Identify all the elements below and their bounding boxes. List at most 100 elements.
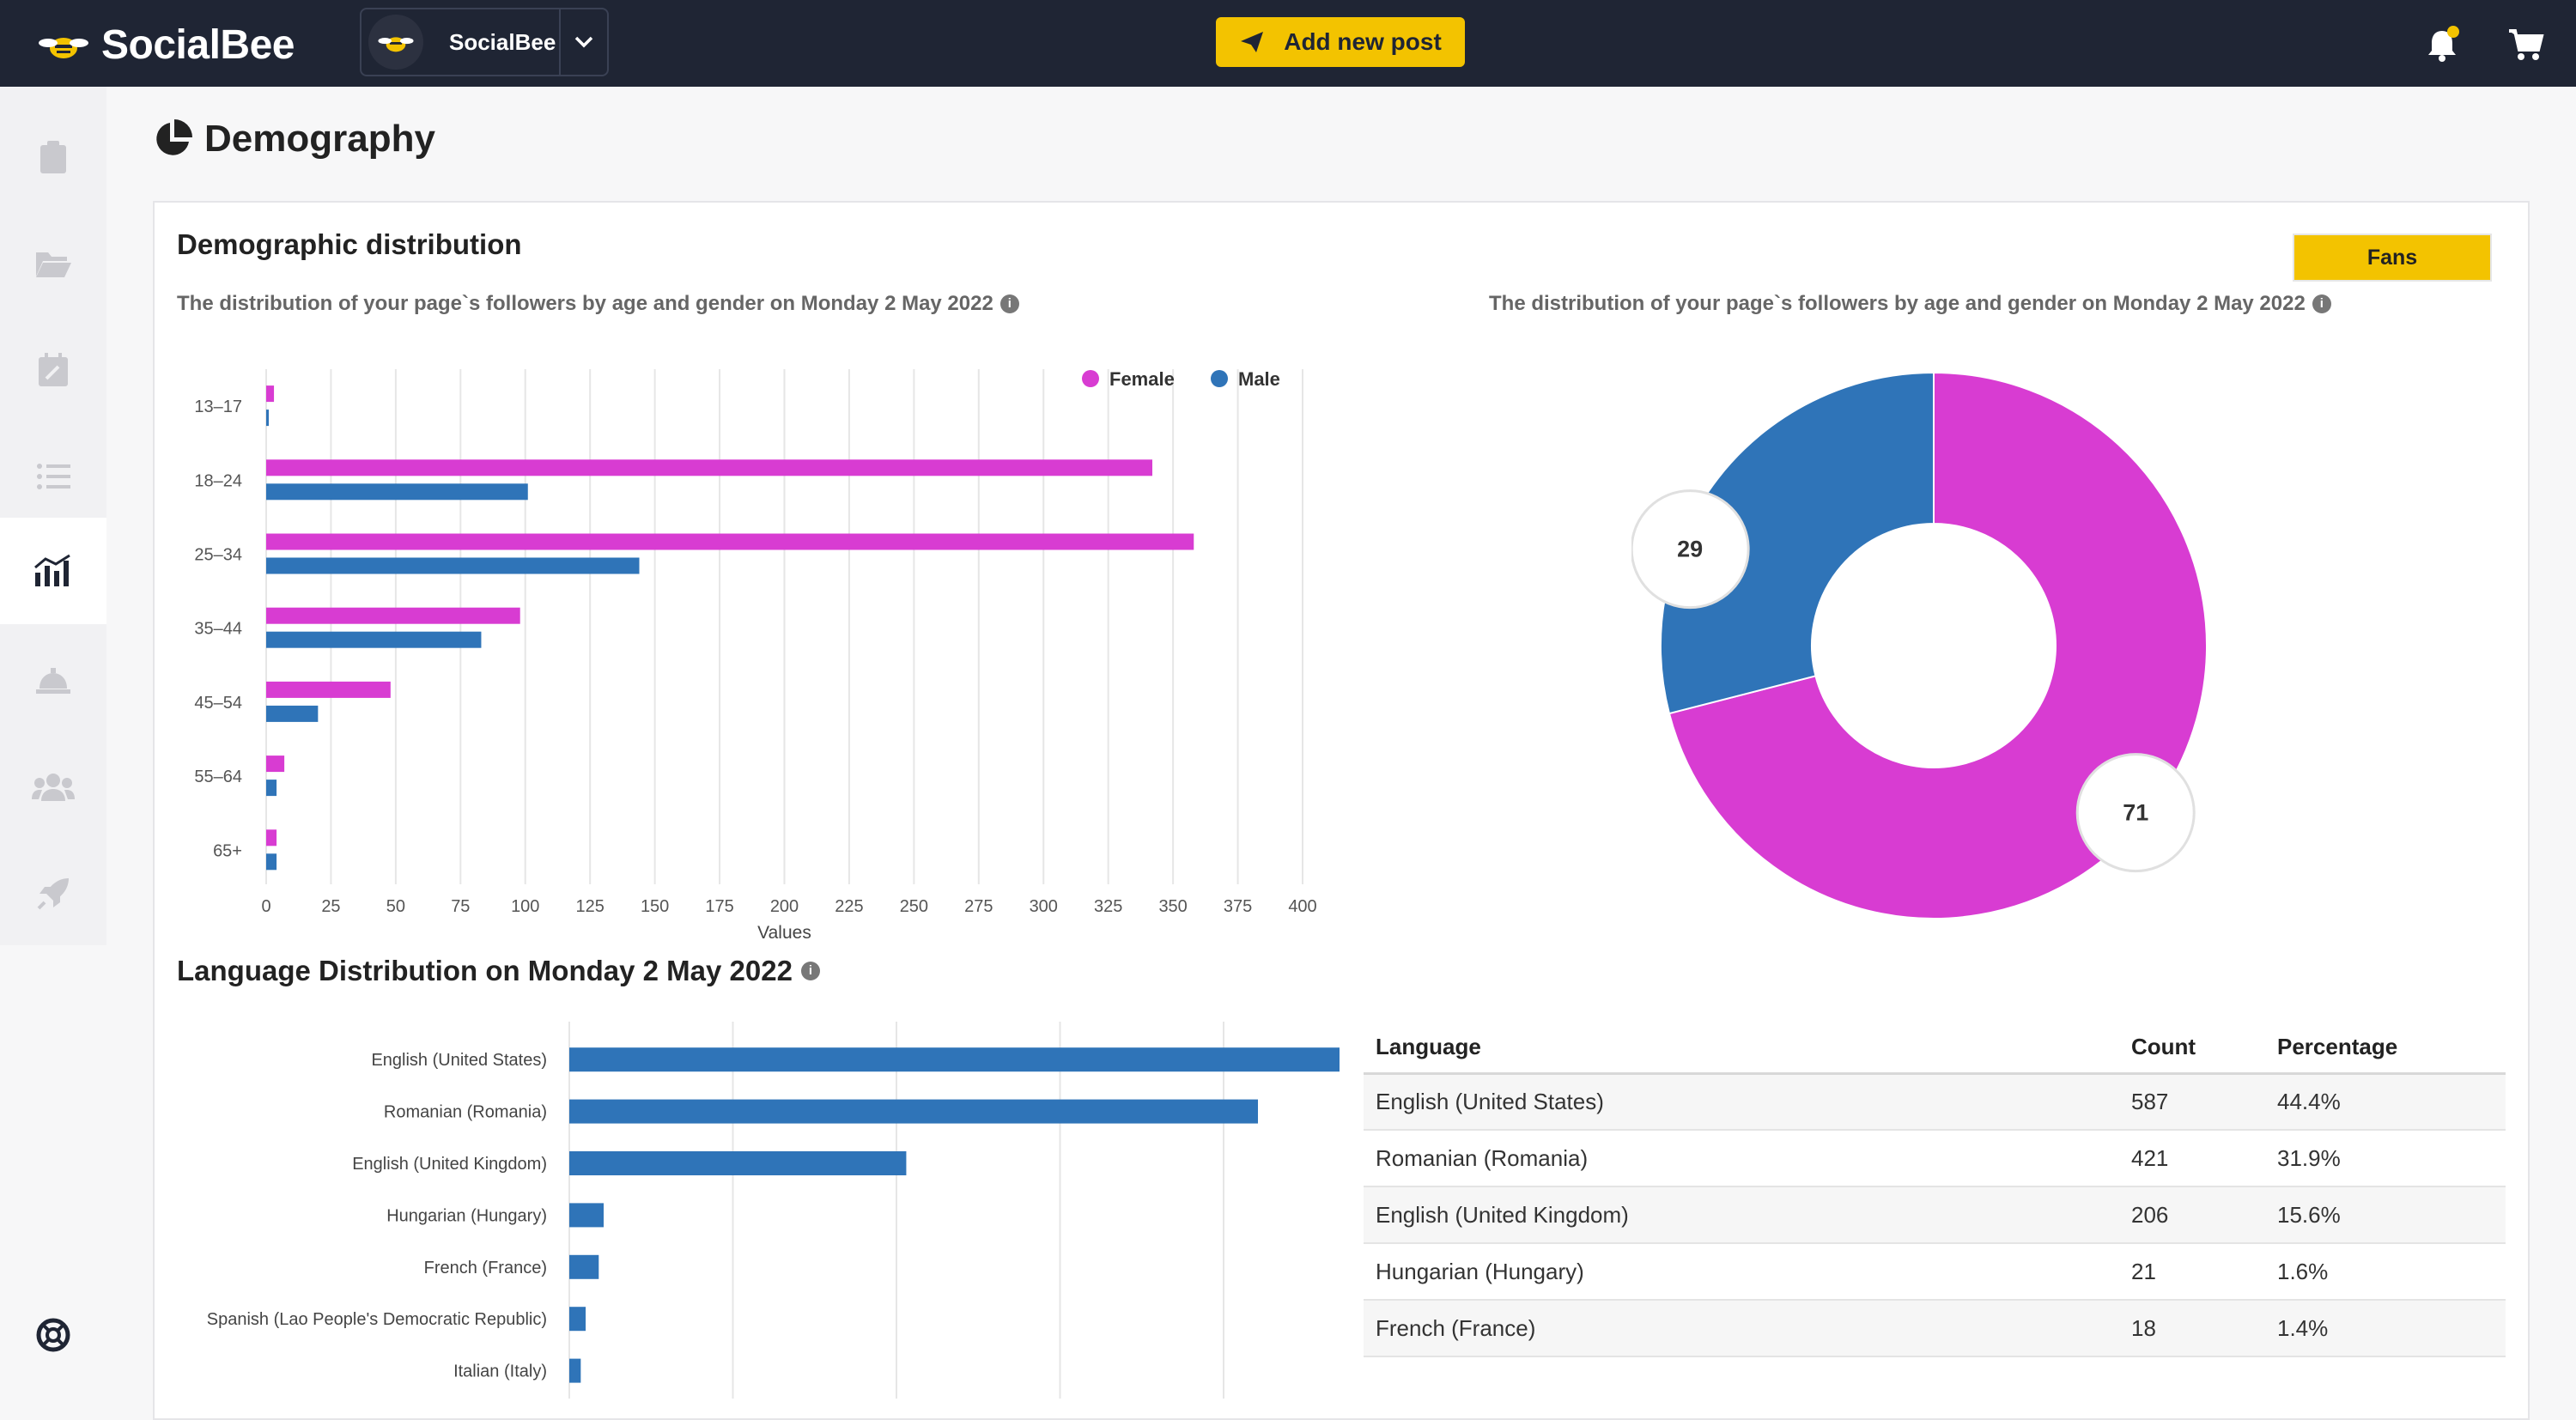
- slice-label-bubble: [2075, 753, 2196, 873]
- sidebar-item-queue[interactable]: [0, 423, 106, 530]
- x-tick-label: 275: [964, 897, 993, 916]
- gender-donut-chart: 71 29: [1631, 371, 2208, 919]
- category-label: Romanian (Romania): [384, 1103, 547, 1122]
- folder-icon: [36, 252, 71, 277]
- gender-subtitle-text: The distribution of your page`s follower…: [1489, 292, 2306, 315]
- table-row: English (United States) 587 44.4%: [1364, 1073, 2506, 1131]
- age-gender-subtitle-text: The distribution of your page`s follower…: [177, 292, 993, 315]
- bar-female: [266, 829, 277, 847]
- table-cell-count: 21: [2119, 1243, 2265, 1301]
- bar: [569, 1099, 1259, 1124]
- list-icon: [37, 464, 70, 489]
- bar: [569, 1151, 907, 1175]
- language-distribution-title-text: Language Distribution on Monday 2 May 20…: [177, 955, 793, 986]
- sidebar-item-analytics[interactable]: [0, 518, 106, 624]
- bar: [569, 1358, 581, 1383]
- sidebar-item-content[interactable]: [0, 210, 106, 317]
- calendar-icon: [39, 353, 68, 386]
- paper-plane-icon: [1241, 32, 1264, 52]
- table-cell-count: 421: [2119, 1130, 2265, 1187]
- table-cell-language: Hungarian (Hungary): [1364, 1243, 2119, 1301]
- bell-icon[interactable]: [2421, 24, 2463, 65]
- x-tick-label: 125: [576, 897, 605, 916]
- brand-logo[interactable]: SocialBee: [38, 21, 295, 69]
- table-cell-language: French (France): [1364, 1300, 2119, 1357]
- x-tick-label: 25: [321, 897, 340, 916]
- table-row: Hungarian (Hungary) 21 1.6%: [1364, 1243, 2506, 1301]
- add-new-post-button[interactable]: Add new post: [1216, 17, 1465, 67]
- bar-female: [266, 607, 520, 624]
- bar-female: [266, 385, 275, 403]
- bar: [569, 1307, 586, 1332]
- bar: [569, 1203, 605, 1228]
- y-tick-label: 13–17: [194, 397, 242, 416]
- x-tick-label: 400: [1288, 897, 1316, 916]
- category-label: Hungarian (Hungary): [386, 1206, 547, 1225]
- age-gender-subtitle: The distribution of your page`s follower…: [177, 292, 1019, 316]
- x-tick-label: 100: [511, 897, 539, 916]
- sidebar-item-schedule[interactable]: [0, 317, 106, 423]
- top-bar: SocialBee SocialBee Add new post: [0, 0, 2576, 87]
- users-icon: [32, 774, 75, 801]
- x-tick-label: 0: [261, 897, 270, 916]
- bar-female: [266, 533, 1194, 550]
- x-tick-label: 175: [705, 897, 733, 916]
- table-cell-percentage: 15.6%: [2265, 1186, 2506, 1244]
- slice-label: 29: [1677, 537, 1703, 562]
- table-cell-language: English (United States): [1364, 1073, 2119, 1131]
- table-cell-percentage: 1.4%: [2265, 1300, 2506, 1357]
- gender-subtitle: The distribution of your page`s follower…: [1489, 292, 2331, 316]
- y-tick-label: 65+: [213, 841, 242, 860]
- x-tick-label: 325: [1094, 897, 1122, 916]
- category-label: Italian (Italy): [453, 1362, 547, 1381]
- info-icon[interactable]: i: [800, 962, 820, 980]
- category-label: Spanish (Lao People's Democratic Republi…: [207, 1310, 547, 1329]
- category-label: English (United States): [371, 1051, 547, 1070]
- account-switcher[interactable]: SocialBee: [360, 8, 609, 76]
- table-header-count[interactable]: Count: [2119, 1022, 2265, 1075]
- table-cell-language: Romanian (Romania): [1364, 1130, 2119, 1187]
- sidebar-item-growth[interactable]: [0, 840, 106, 947]
- sidebar-item-posts[interactable]: [0, 104, 106, 210]
- sidebar: [0, 87, 106, 1399]
- sidebar-item-team[interactable]: [0, 734, 106, 840]
- bar-male: [266, 705, 319, 722]
- bar-female: [266, 459, 1152, 476]
- cart-icon[interactable]: [2506, 24, 2547, 65]
- account-dropdown-button[interactable]: [559, 9, 607, 75]
- table-header-language[interactable]: Language: [1364, 1022, 2119, 1075]
- help-button[interactable]: [0, 1282, 106, 1388]
- x-tick-label: 250: [900, 897, 928, 916]
- language-table: Language Count Percentage English (Unite…: [1364, 1022, 2506, 1357]
- info-icon[interactable]: i: [999, 294, 1019, 313]
- y-tick-label: 45–54: [194, 694, 242, 713]
- concierge-bell-icon: [36, 668, 70, 694]
- category-label: English (United Kingdom): [352, 1155, 547, 1174]
- bar-male: [266, 483, 528, 501]
- rocket-icon: [37, 878, 69, 910]
- table-row: Romanian (Romania) 421 31.9%: [1364, 1130, 2506, 1187]
- x-tick-label: 300: [1030, 897, 1058, 916]
- bar-male: [266, 410, 270, 427]
- legend-label-female: Female: [1109, 368, 1175, 390]
- bar-male: [266, 853, 277, 871]
- table-cell-count: 206: [2119, 1186, 2265, 1244]
- x-tick-label: 200: [770, 897, 799, 916]
- category-label: French (France): [424, 1259, 547, 1277]
- y-tick-label: 18–24: [194, 471, 242, 490]
- legend-label-male: Male: [1238, 368, 1280, 390]
- sidebar-item-concierge[interactable]: [0, 628, 106, 734]
- y-tick-label: 55–64: [194, 768, 242, 786]
- info-icon[interactable]: i: [2312, 294, 2331, 313]
- x-tick-label: 375: [1224, 897, 1252, 916]
- language-distribution-title: Language Distribution on Monday 2 May 20…: [177, 955, 820, 987]
- table-cell-count: 587: [2119, 1073, 2265, 1131]
- table-header-percentage[interactable]: Percentage: [2265, 1022, 2506, 1075]
- age-gender-bar-chart: 0 25 50 75 100 125 150 175 200 225 250 275 300 325 350…: [194, 368, 1316, 943]
- fans-button[interactable]: Fans: [2293, 234, 2492, 282]
- avatar: [368, 15, 423, 70]
- x-tick-label: 75: [451, 897, 470, 916]
- table-row: English (United Kingdom) 206 15.6%: [1364, 1186, 2506, 1244]
- bee-logo-icon: [39, 38, 88, 58]
- clipboard-icon: [40, 141, 66, 173]
